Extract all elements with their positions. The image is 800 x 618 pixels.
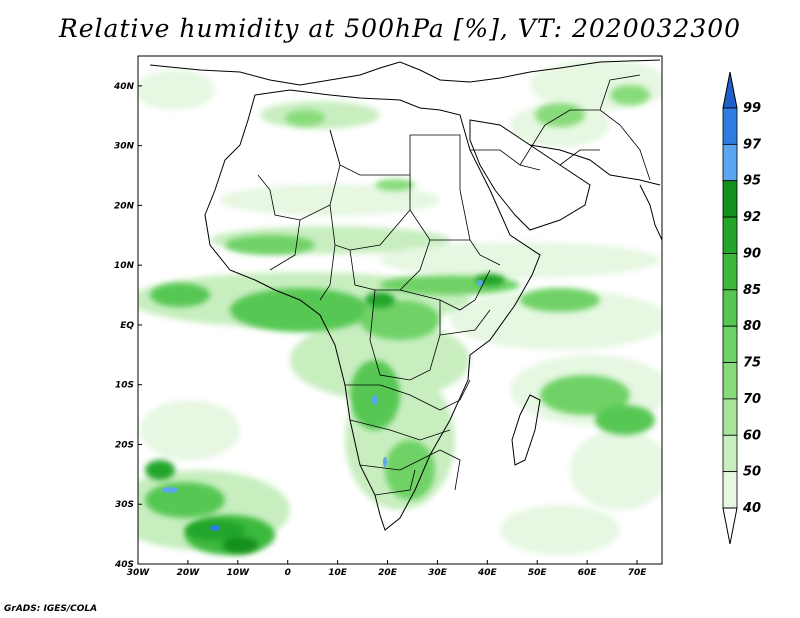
x-tick-label: 10W <box>227 568 251 578</box>
colorbar-label: 95 <box>743 174 761 189</box>
colorbar-label: 70 <box>743 392 761 407</box>
x-tick-label: 70E <box>628 568 648 578</box>
colorbar-swatch <box>722 434 738 473</box>
y-tick-label: 40N <box>113 82 135 92</box>
y-tick-label: EQ <box>120 321 134 331</box>
grads-credit: GrADS: IGES/COLA <box>4 604 98 614</box>
colorbar-label: 92 <box>743 210 761 225</box>
colorbar-swatch <box>722 180 738 218</box>
coastlines <box>149 59 662 531</box>
map-title: Relative humidity at 500hPa [%], VT: 202… <box>58 14 742 43</box>
x-tick-label: 30W <box>127 568 151 578</box>
colorbar-swatch <box>722 216 738 254</box>
colorbar-swatch <box>722 362 738 400</box>
colorbar-max-triangle <box>722 71 738 109</box>
y-tick-label: 30N <box>114 142 135 152</box>
x-tick-label: 50E <box>528 568 548 578</box>
x-tick-label: 30E <box>428 568 448 578</box>
axis-ticks: 30W 20W 10W 0 10E 20E 30E 40E 50E 60E 70E 40N 30N 20N… <box>113 82 647 578</box>
humidity-field <box>138 59 662 555</box>
madagascar-coastline <box>511 394 541 466</box>
colorbar-label: 75 <box>743 356 761 371</box>
colorbar-label: 40 <box>742 501 761 516</box>
colorbar-swatch <box>722 398 738 436</box>
colorbar-label: 80 <box>743 319 761 334</box>
y-tick-label: 10N <box>114 261 135 271</box>
india-west-coast <box>639 184 662 241</box>
europe-coastline <box>149 59 661 86</box>
colorbar: 99 97 95 92 90 85 80 75 70 60 50 40 <box>722 71 762 545</box>
colorbar-min-triangle <box>722 507 738 545</box>
y-tick-label: 10S <box>115 381 134 391</box>
y-tick-label: 30S <box>115 500 134 510</box>
colorbar-label: 97 <box>743 137 762 152</box>
x-tick-label: 10E <box>328 568 348 578</box>
y-tick-label: 40S <box>114 560 134 570</box>
colorbar-label: 99 <box>743 101 761 116</box>
y-tick-label: 20S <box>115 440 134 450</box>
colorbar-label: 60 <box>743 428 761 443</box>
colorbar-swatch <box>722 325 738 363</box>
map-frame <box>137 55 663 565</box>
colorbar-label: 50 <box>743 465 761 480</box>
colorbar-label: 90 <box>743 246 761 261</box>
colorbar-swatch <box>722 143 738 182</box>
colorbar-swatch <box>722 253 738 291</box>
x-tick-label: 20E <box>378 568 398 578</box>
country-borders <box>257 74 651 496</box>
x-tick-label: 0 <box>285 568 291 578</box>
colorbar-swatch <box>722 471 738 509</box>
colorbar-label: 85 <box>743 283 761 298</box>
x-tick-label: 60E <box>578 568 598 578</box>
humidity-saturated-spots <box>162 280 483 531</box>
colorbar-swatch <box>722 289 738 327</box>
colorbar-swatch <box>722 107 738 145</box>
x-tick-label: 40E <box>477 568 498 578</box>
x-tick-label: 20W <box>177 568 201 578</box>
persian-coast <box>529 144 661 186</box>
africa-coastline <box>204 89 541 531</box>
y-tick-label: 20N <box>114 201 135 211</box>
